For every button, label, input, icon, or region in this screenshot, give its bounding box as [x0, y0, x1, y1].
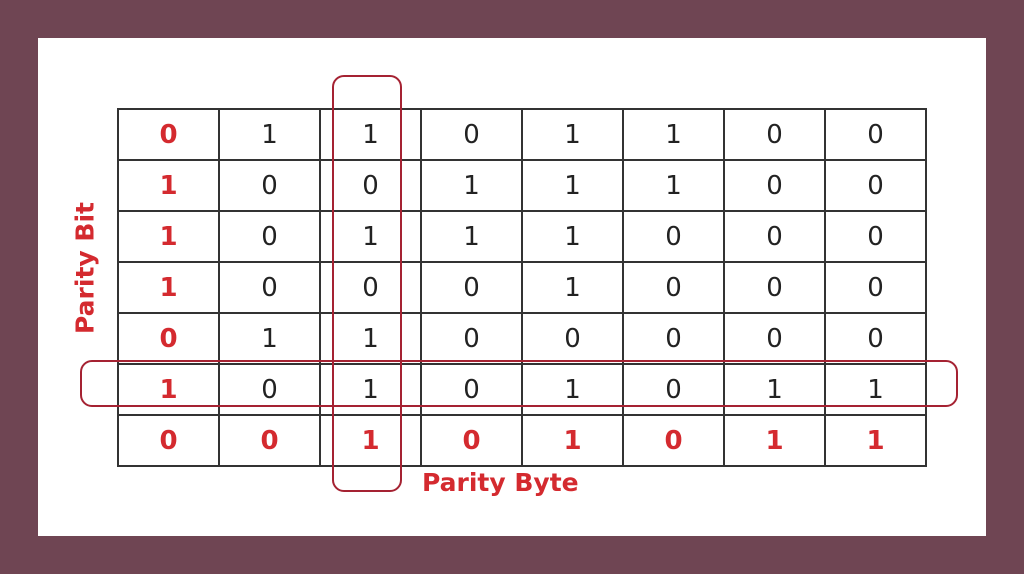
bit-cell: 1: [622, 159, 725, 212]
bit-cell: 0: [824, 159, 927, 212]
parity-bit-cell: 1: [117, 363, 220, 416]
bit-cell: 0: [723, 108, 826, 161]
bit-cell: 1: [723, 363, 826, 416]
bit-cell: 0: [420, 312, 523, 365]
bit-cell: 1: [521, 363, 624, 416]
parity-bit-cell: 1: [117, 261, 220, 314]
bit-cell: 1: [420, 159, 523, 212]
bit-cell: 1: [319, 210, 422, 263]
parity-bit-cell: 1: [117, 210, 220, 263]
bit-cell: 1: [521, 210, 624, 263]
bit-cell: 0: [218, 159, 321, 212]
bit-cell: 1: [218, 108, 321, 161]
bit-cell: 0: [622, 210, 725, 263]
bit-cell: 0: [420, 414, 523, 467]
bit-cell: 0: [420, 363, 523, 416]
bit-cell: 0: [622, 414, 725, 467]
bit-cell: 0: [622, 312, 725, 365]
bit-cell: 0: [218, 210, 321, 263]
parity-bit-label: Parity Bit: [70, 202, 100, 334]
bit-cell: 1: [521, 414, 624, 467]
bit-cell: 0: [824, 261, 927, 314]
bit-cell: 0: [723, 159, 826, 212]
bit-cell: 0: [319, 159, 422, 212]
bit-cell: 0: [218, 261, 321, 314]
bit-cell: 1: [319, 414, 422, 467]
bit-cell: 1: [319, 363, 422, 416]
bit-cell: 0: [824, 108, 927, 161]
bit-cell: 1: [521, 159, 624, 212]
bit-cell: 0: [723, 261, 826, 314]
bit-cell: 1: [420, 210, 523, 263]
bit-cell: 0: [824, 210, 927, 263]
bit-cell: 1: [824, 414, 927, 467]
bit-cell: 0: [420, 261, 523, 314]
bit-cell: 0: [723, 210, 826, 263]
bit-cell: 1: [319, 108, 422, 161]
bit-cell: 0: [521, 312, 624, 365]
bit-cell: 0: [319, 261, 422, 314]
parity-bit-cell: 0: [117, 108, 220, 161]
bit-cell: 1: [824, 363, 927, 416]
bit-cell: 1: [521, 261, 624, 314]
bit-cell: 0: [824, 312, 927, 365]
parity-byte-label: Parity Byte: [422, 468, 579, 497]
bit-cell: 0: [218, 414, 321, 467]
bit-cell: 1: [622, 108, 725, 161]
bit-cell: 1: [218, 312, 321, 365]
bit-cell: 0: [218, 363, 321, 416]
column-highlight: [332, 75, 402, 492]
row-highlight: [80, 360, 958, 407]
parity-bit-cell: 0: [117, 414, 220, 467]
parity-bit-cell: 0: [117, 312, 220, 365]
parity-bit-cell: 1: [117, 159, 220, 212]
bit-cell: 1: [319, 312, 422, 365]
bit-cell: 1: [521, 108, 624, 161]
bit-cell: 0: [723, 312, 826, 365]
bit-cell: 0: [622, 363, 725, 416]
bit-cell: 1: [723, 414, 826, 467]
bit-cell: 0: [622, 261, 725, 314]
bit-cell: 0: [420, 108, 523, 161]
